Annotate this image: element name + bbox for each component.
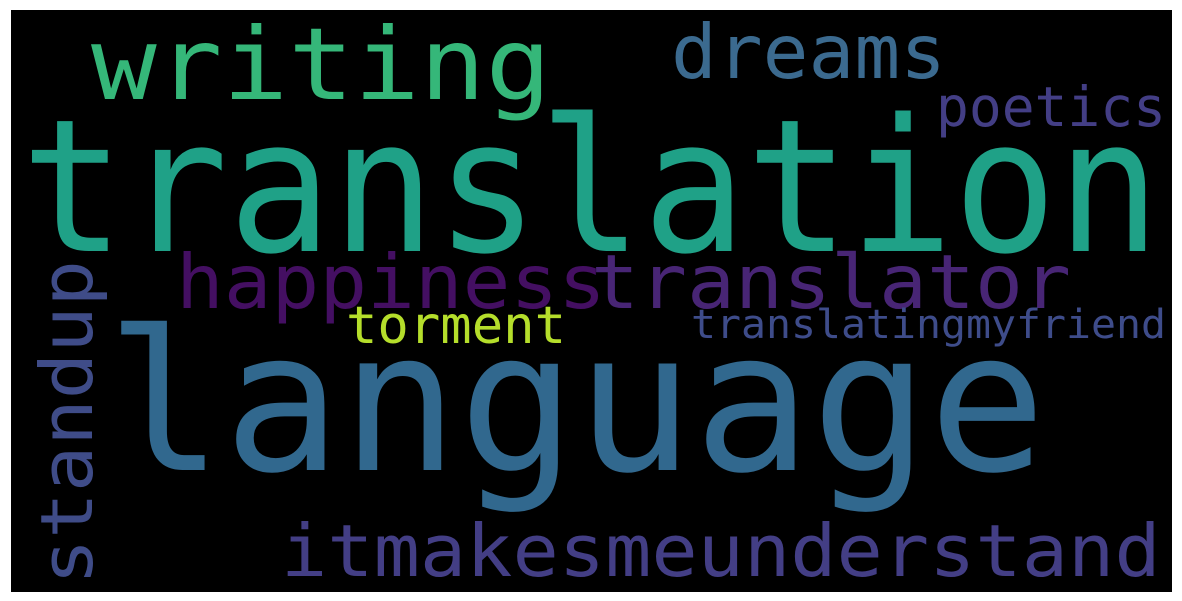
word-cloud: writing dreams poetics translation happi… (11, 10, 1172, 592)
word-itmakesmeunderstand: itmakesmeunderstand (281, 509, 1161, 592)
word-translatingmyfriend: translatingmyfriend (691, 302, 1166, 348)
word-poetics: poetics (936, 75, 1166, 139)
word-torment: torment (346, 296, 567, 356)
word-dreams: dreams (671, 10, 947, 96)
word-standup: standup (25, 260, 109, 585)
word-writing: writing (91, 10, 552, 123)
word-translator: translator (591, 238, 1071, 326)
word-happiness: happiness (176, 238, 606, 326)
word-translation: translation (21, 79, 1161, 295)
word-language: language (106, 289, 1047, 516)
